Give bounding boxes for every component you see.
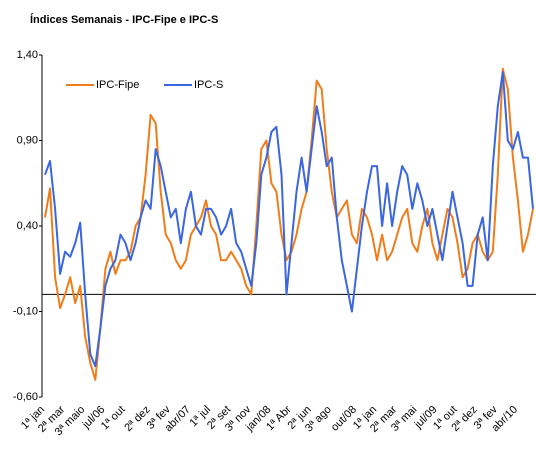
y-tick-label: 1,40 bbox=[17, 49, 38, 61]
legend-label: IPC-S bbox=[194, 79, 223, 91]
chart-title: Índices Semanais - IPC-Fipe e IPC-S bbox=[30, 13, 218, 26]
series-line bbox=[44, 67, 534, 381]
y-tick-label: 0,90 bbox=[17, 134, 38, 146]
legend-label: IPC-Fipe bbox=[96, 79, 139, 91]
y-tick-label: -0,60 bbox=[13, 391, 38, 403]
series-line bbox=[44, 71, 534, 368]
y-tick-label: -0,10 bbox=[13, 305, 38, 317]
y-tick-label: 0,40 bbox=[17, 220, 38, 232]
